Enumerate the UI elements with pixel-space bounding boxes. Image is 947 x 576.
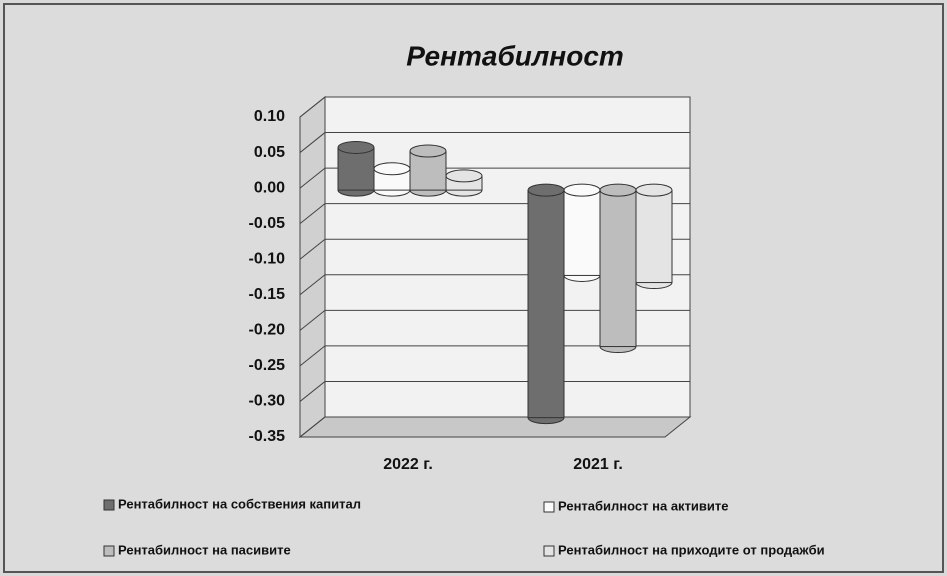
grid-line bbox=[299, 380, 690, 402]
y-tick-label: -0.35 bbox=[249, 428, 286, 445]
x-tick-label: 2022 г. bbox=[383, 456, 433, 473]
grid-line bbox=[299, 132, 690, 153]
bar-cap bbox=[599, 183, 637, 197]
bar-cap bbox=[635, 183, 673, 197]
grid-line bbox=[299, 96, 690, 118]
y-tick-label: -0.25 bbox=[249, 357, 286, 374]
grid-line bbox=[299, 345, 690, 367]
bar-cap bbox=[337, 140, 375, 154]
legend-swatch bbox=[103, 545, 115, 557]
y-tick-label: -0.15 bbox=[249, 286, 286, 303]
legend-label: Рентабилност на собствения капитал bbox=[118, 496, 361, 511]
x-tick-label: 2021 г. bbox=[573, 456, 623, 473]
bar-cap bbox=[527, 183, 565, 197]
chart-title: Рентабилност bbox=[406, 40, 624, 71]
floor bbox=[298, 416, 692, 438]
bar bbox=[635, 189, 673, 284]
legend-label: Рентабилност на активите bbox=[558, 498, 729, 513]
legend-swatch bbox=[543, 545, 555, 557]
grid-line bbox=[299, 167, 690, 189]
bar bbox=[563, 189, 601, 276]
bar bbox=[599, 189, 637, 348]
bar-cap bbox=[563, 183, 601, 197]
y-tick-label: -0.10 bbox=[249, 250, 286, 267]
grid-line bbox=[299, 416, 690, 438]
y-tick-label: -0.05 bbox=[249, 215, 286, 232]
bar-cap bbox=[373, 162, 411, 176]
bar bbox=[337, 146, 375, 191]
bar-cap bbox=[409, 144, 447, 158]
y-tick-label: 0.05 bbox=[254, 144, 285, 161]
y-tick-label: -0.20 bbox=[249, 322, 286, 339]
y-tick-label: 0.00 bbox=[254, 179, 285, 196]
y-tick-label: -0.30 bbox=[249, 393, 286, 410]
bar-cap bbox=[445, 169, 483, 183]
bar bbox=[527, 189, 565, 419]
side-wall bbox=[299, 95, 326, 439]
legend-label: Рентабилност на пасивите bbox=[118, 542, 291, 557]
legend-swatch bbox=[103, 499, 115, 511]
bar bbox=[409, 150, 447, 191]
y-tick-label: 0.10 bbox=[254, 108, 285, 125]
grid-line bbox=[299, 309, 690, 331]
legend-swatch bbox=[543, 501, 555, 513]
legend-label: Рентабилност на приходите от продажби bbox=[558, 542, 825, 557]
